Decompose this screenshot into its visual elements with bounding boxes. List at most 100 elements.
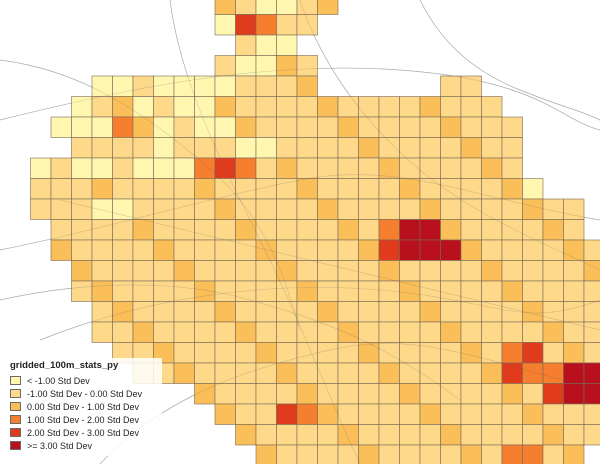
grid-cell <box>440 75 462 97</box>
legend-swatch <box>10 428 21 437</box>
grid-cell <box>419 362 441 384</box>
grid-cell <box>173 96 195 118</box>
grid-cell <box>337 301 359 323</box>
grid-cell <box>235 0 257 15</box>
grid-cell <box>296 0 318 15</box>
grid-cell <box>214 280 236 302</box>
grid-cell <box>358 342 380 364</box>
legend-swatch <box>10 441 21 450</box>
grid-cell <box>194 116 216 138</box>
grid-cell <box>255 280 277 302</box>
grid-cell <box>419 280 441 302</box>
grid-cell <box>132 260 154 282</box>
grid-cell <box>481 424 503 446</box>
grid-cell <box>440 219 462 241</box>
grid-cell <box>317 301 339 323</box>
grid-cell <box>522 362 544 384</box>
grid-cell <box>276 280 298 302</box>
grid-cell <box>296 321 318 343</box>
grid-cell <box>378 444 400 464</box>
grid-cell <box>296 280 318 302</box>
grid-cell <box>173 116 195 138</box>
grid-cell <box>132 116 154 138</box>
grid-cell <box>214 55 236 77</box>
grid-cell <box>112 239 134 261</box>
grid-cell <box>30 157 52 179</box>
grid-cell <box>91 178 113 200</box>
grid-cell <box>50 239 72 261</box>
grid-cell <box>419 219 441 241</box>
grid-cell <box>440 260 462 282</box>
grid-cell <box>276 321 298 343</box>
grid-cell <box>337 321 359 343</box>
grid-cell <box>501 383 523 405</box>
grid-cell <box>194 260 216 282</box>
grid-cell <box>522 239 544 261</box>
grid-cell <box>317 342 339 364</box>
grid-cell <box>378 137 400 159</box>
grid-cell <box>255 444 277 464</box>
grid-cell <box>522 342 544 364</box>
grid-cell <box>71 178 93 200</box>
grid-cell <box>255 219 277 241</box>
grid-cell <box>214 403 236 425</box>
grid-cell <box>296 116 318 138</box>
road <box>0 284 461 401</box>
grid-cell <box>460 198 482 220</box>
grid-cell <box>255 403 277 425</box>
grid-cell <box>255 116 277 138</box>
road <box>0 59 301 331</box>
grid-cell <box>358 280 380 302</box>
grid-cell <box>501 424 523 446</box>
grid-cell <box>583 342 600 364</box>
grid-cell <box>317 444 339 464</box>
grid-cell <box>317 178 339 200</box>
grid-cell <box>563 444 585 464</box>
grid-cell <box>214 198 236 220</box>
grid-cell <box>481 157 503 179</box>
grid-cell <box>276 34 298 56</box>
grid-cell <box>276 157 298 179</box>
grid-cell <box>419 116 441 138</box>
grid-cell <box>358 260 380 282</box>
grid-cell <box>276 342 298 364</box>
grid-cell <box>440 403 462 425</box>
grid-cell <box>71 157 93 179</box>
grid-cell <box>440 137 462 159</box>
grid-cell <box>71 239 93 261</box>
grid-cell <box>153 178 175 200</box>
grid-cell <box>481 178 503 200</box>
grid-cell <box>337 96 359 118</box>
road <box>299 0 600 271</box>
grid-cell <box>255 198 277 220</box>
grid-cell <box>296 260 318 282</box>
grid-cell <box>542 280 564 302</box>
grid-cell <box>296 178 318 200</box>
grid-cell <box>71 137 93 159</box>
grid-cell <box>235 280 257 302</box>
grid-cell <box>460 219 482 241</box>
grid-cell <box>91 137 113 159</box>
grid-cell <box>419 198 441 220</box>
grid-cell <box>419 424 441 446</box>
grid-cell <box>71 198 93 220</box>
grid-cell <box>358 301 380 323</box>
legend-item: -1.00 Std Dev - 0.00 Std Dev <box>10 387 160 400</box>
grid-cell <box>276 198 298 220</box>
grid-cell <box>481 342 503 364</box>
grid-cell <box>276 301 298 323</box>
grid-cell <box>378 178 400 200</box>
grid-cell <box>542 383 564 405</box>
grid-cell <box>194 96 216 118</box>
grid-cell <box>419 260 441 282</box>
grid-cell <box>358 219 380 241</box>
grid-cell <box>91 301 113 323</box>
grid-cell <box>481 137 503 159</box>
road <box>419 0 600 121</box>
grid-cell <box>255 137 277 159</box>
grid-cell <box>522 219 544 241</box>
grid-cell <box>460 403 482 425</box>
grid-cell <box>378 362 400 384</box>
